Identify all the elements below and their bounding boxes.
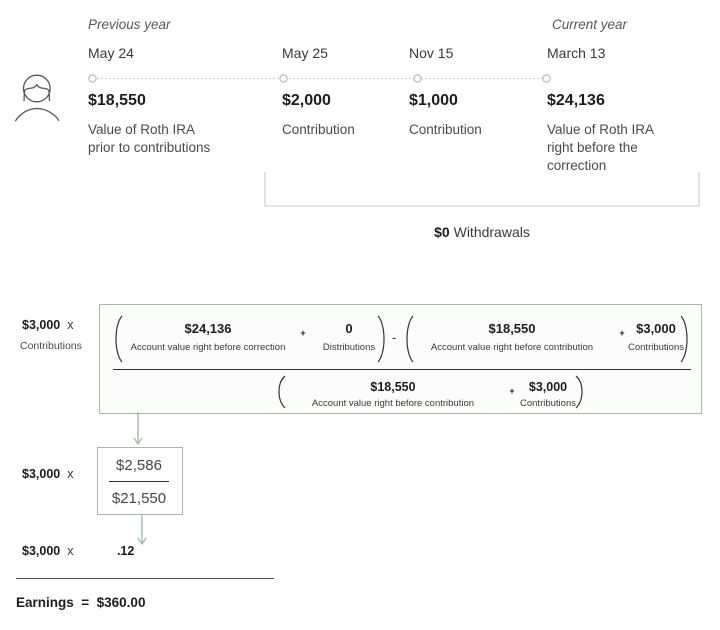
svg-text:$18,550: $18,550 [489,321,536,336]
svg-text:+: + [300,328,305,338]
svg-text:Account value right before cor: Account value right before correction [131,342,286,353]
svg-text:+: + [509,386,514,396]
svg-text:$24,136: $24,136 [185,321,232,336]
svg-text:Account value right before con: Account value right before contribution [431,342,593,353]
svg-text:Contributions: Contributions [520,398,576,409]
svg-text:Distributions: Distributions [323,342,376,353]
svg-text:$18,550: $18,550 [370,380,415,394]
svg-text:$3,000: $3,000 [529,380,567,394]
svg-text:Contributions: Contributions [628,342,684,353]
svg-text:+: + [619,328,624,338]
svg-text:0: 0 [345,321,352,336]
svg-text:$3,000: $3,000 [636,321,676,336]
svg-text:Account value right before con: Account value right before contribution [312,398,474,409]
